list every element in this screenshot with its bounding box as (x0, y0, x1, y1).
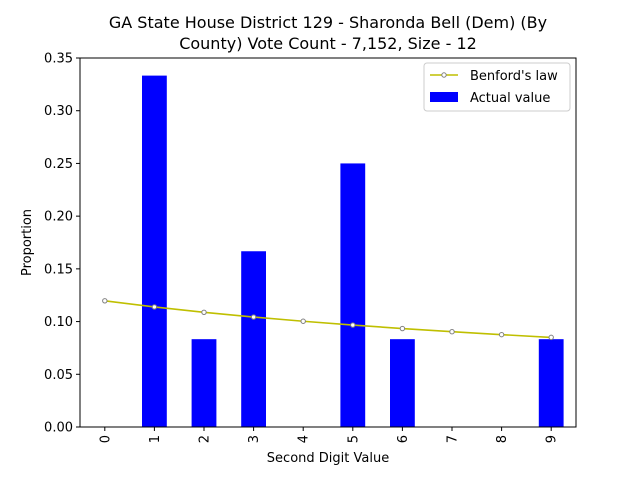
bar-2 (191, 339, 217, 427)
bar-6 (390, 339, 415, 427)
y-tick-label: 0.15 (44, 262, 73, 277)
x-tick-label: 1 (148, 435, 163, 443)
benford-point-8 (498, 331, 505, 338)
chart-title-line-1: GA State House District 129 - Sharonda B… (109, 13, 547, 32)
benford-point-7 (449, 328, 455, 335)
x-tick-label: 5 (346, 435, 361, 443)
x-axis-ticks: 0 1 2 3 4 5 6 7 8 9 (98, 427, 560, 443)
y-tick-label: 0.05 (44, 368, 73, 383)
legend-marker-swatch (441, 72, 447, 78)
bar-1 (142, 75, 167, 428)
benford-point-6 (399, 325, 406, 332)
x-tick-label: 3 (247, 435, 262, 443)
y-tick-label: 0.30 (44, 104, 73, 119)
legend-label-benford: Benford's law (470, 69, 558, 84)
plot-area-frame (79, 57, 577, 428)
legend-box (423, 62, 571, 112)
x-tick-label: 9 (545, 435, 560, 443)
benford-point-2 (201, 309, 207, 315)
y-tick-label: 0.25 (44, 157, 73, 172)
bar-5 (340, 163, 366, 427)
benford-line-series (102, 298, 554, 341)
x-tick-label: 6 (396, 435, 411, 443)
x-tick-label: 2 (198, 435, 213, 443)
benford-point-3 (250, 314, 257, 320)
y-tick-label: 0.10 (44, 315, 73, 330)
x-tick-label: 0 (98, 435, 113, 443)
x-tick-label: 7 (446, 435, 461, 443)
benford-point-4 (300, 318, 306, 324)
y-tick-label: 0.35 (44, 52, 73, 67)
y-tick-label: 0.00 (44, 421, 73, 436)
x-tick-label: 4 (297, 435, 312, 443)
chart-title-line-2: County) Vote Count - 7,152, Size - 12 (179, 34, 477, 53)
bar-3 (241, 251, 266, 427)
legend-label-actual: Actual value (470, 91, 550, 106)
x-axis-label: Second Digit Value (267, 451, 389, 466)
legend-bar-swatch (430, 92, 458, 102)
benford-line (104, 300, 552, 339)
bar-9 (538, 339, 564, 427)
bar-series (142, 75, 564, 428)
legend: Benford's law Actual value (423, 62, 571, 112)
y-axis-label: Proportion (20, 209, 35, 276)
benford-point-1 (151, 304, 158, 310)
benford-point-9 (548, 334, 554, 341)
benford-point-0 (102, 298, 108, 304)
benford-point-5 (350, 322, 356, 328)
x-tick-label: 8 (495, 435, 510, 443)
y-tick-label: 0.20 (44, 210, 73, 225)
y-axis-ticks: 0.00 0.05 0.10 0.15 0.20 0.25 0.30 0.35 (44, 52, 80, 436)
